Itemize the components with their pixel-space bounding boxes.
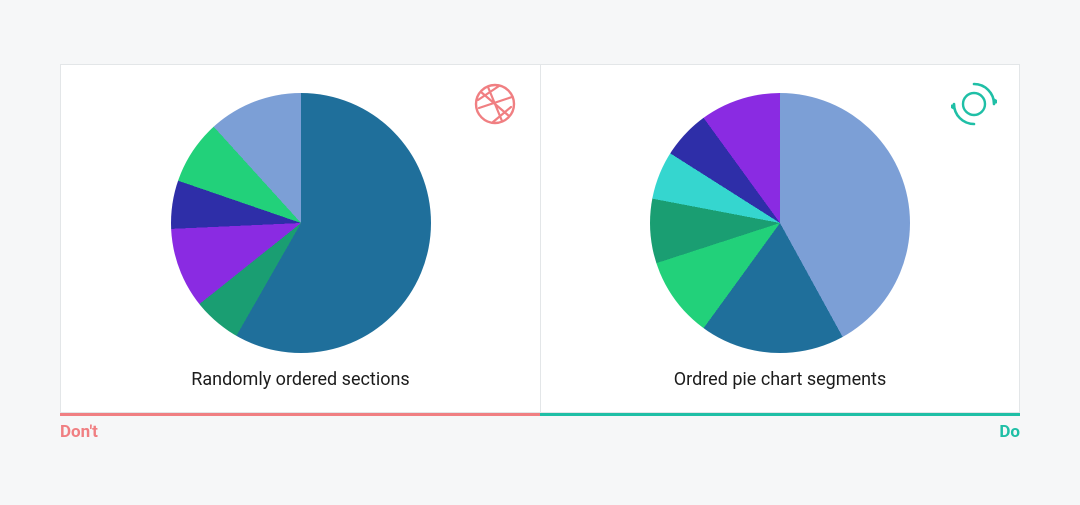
- panel-dont: Randomly ordered sections: [61, 65, 540, 412]
- caption-right: Ordred pie chart segments: [674, 369, 886, 390]
- rule-row: Don't Do: [60, 413, 1020, 442]
- panels-row: Randomly ordered sections Ordred pie cha…: [60, 64, 1020, 413]
- panel-do: Ordred pie chart segments: [540, 65, 1019, 412]
- comparison-card: Randomly ordered sections Ordred pie cha…: [60, 64, 1020, 442]
- pie-chart-ordered: [650, 93, 910, 353]
- crossed-circle-icon: [472, 81, 518, 127]
- pie-chart-random: [171, 93, 431, 353]
- dont-icon: [472, 81, 518, 127]
- rule-dont-label: Don't: [60, 422, 98, 442]
- do-icon: [951, 81, 997, 127]
- caption-left: Randomly ordered sections: [191, 369, 409, 390]
- cycle-arrows-icon: [951, 81, 997, 127]
- rule-dont: Don't: [60, 413, 540, 442]
- rule-do-label: Do: [999, 422, 1020, 442]
- rule-do: Do: [540, 413, 1020, 442]
